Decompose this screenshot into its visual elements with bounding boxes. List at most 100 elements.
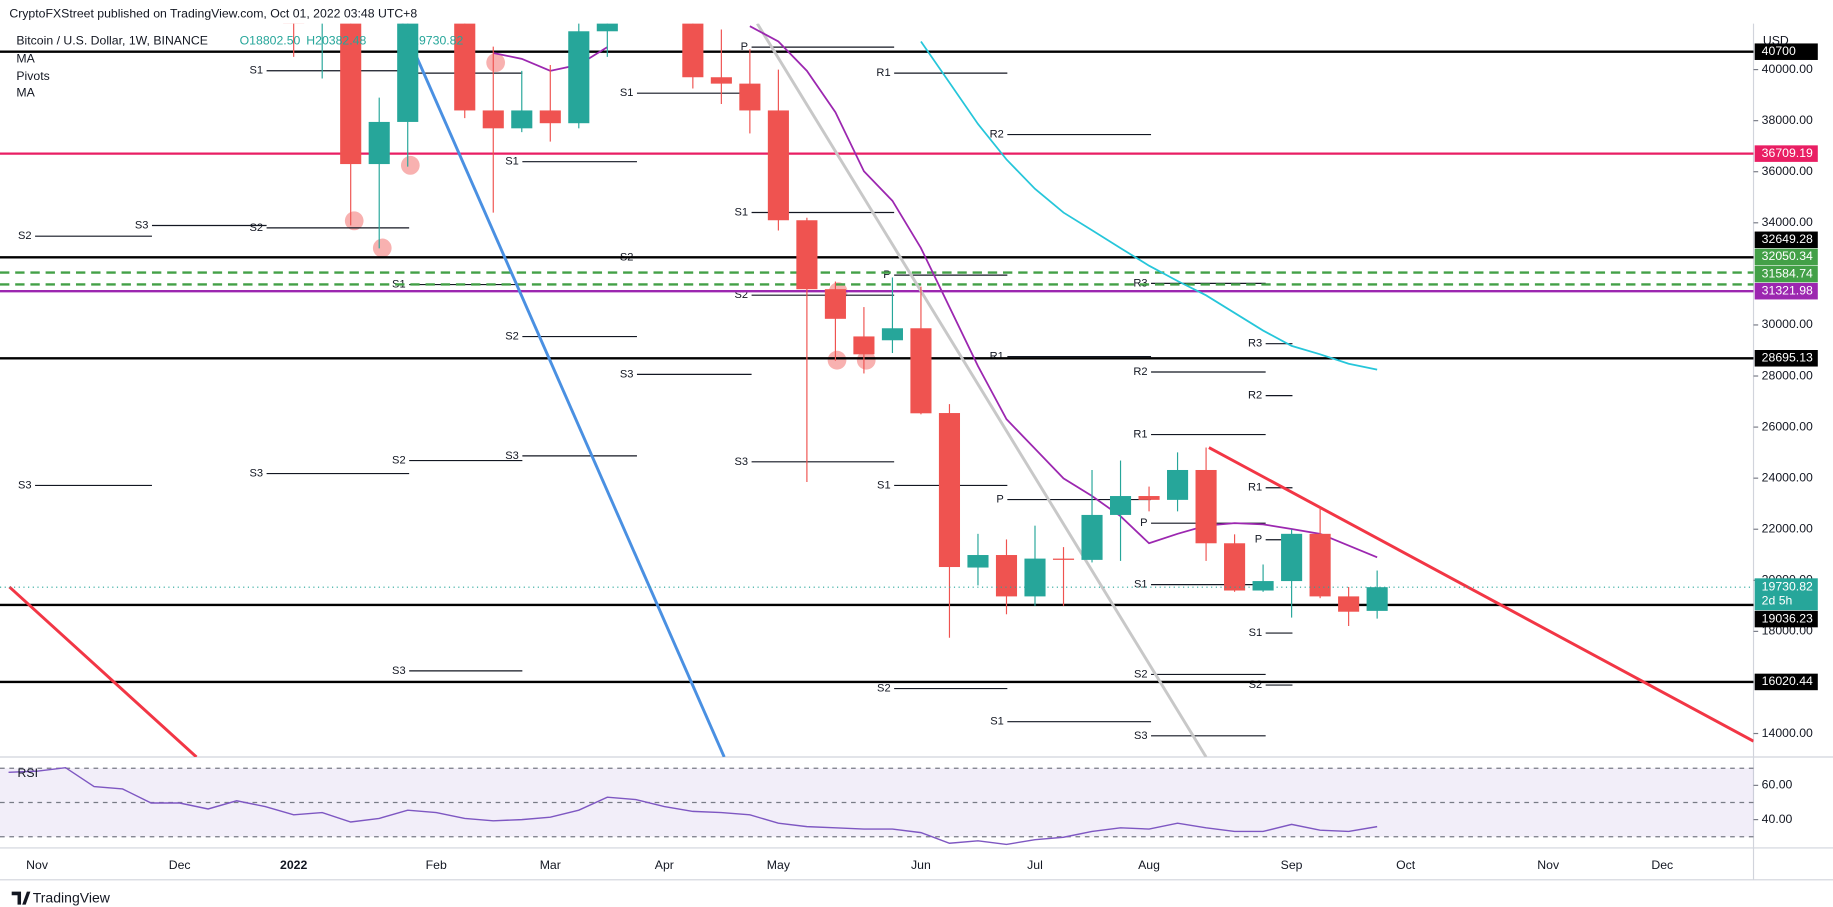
axes: 14000.0018000.0020000.0022000.0024000.00… xyxy=(26,43,1818,872)
candle-body xyxy=(1338,596,1360,612)
candle-body xyxy=(739,83,761,111)
pivot-label: S3 xyxy=(734,456,748,468)
y-tick-label: 38000.00 xyxy=(1762,113,1813,127)
pivot-label: S1 xyxy=(990,716,1004,728)
y-tick-label: 30000.00 xyxy=(1762,317,1813,331)
trendline xyxy=(1208,446,1754,743)
level-label: 31321.98 xyxy=(1762,283,1813,297)
pivot-label: S2 xyxy=(18,230,32,242)
y-tick-label: 36000.00 xyxy=(1762,164,1813,178)
rsi-line xyxy=(8,766,1378,846)
level-tag xyxy=(1754,349,1818,367)
candle-body xyxy=(710,77,732,84)
candle-body xyxy=(454,23,476,111)
candle-body xyxy=(824,289,846,319)
signal-dot xyxy=(344,211,364,231)
y-tick-label: 26000.00 xyxy=(1762,419,1813,433)
rsi-label: RSI xyxy=(18,766,38,780)
rsi-pane xyxy=(0,766,1754,846)
pivot-label: R1 xyxy=(1248,482,1262,494)
candle-body xyxy=(682,23,704,78)
ohlc-high: H20382.48 xyxy=(306,34,366,48)
pivot-label: S2 xyxy=(392,455,406,467)
pivot-label: S2 xyxy=(249,222,263,234)
pivot-label: S1 xyxy=(620,87,634,99)
signal-dot xyxy=(486,53,506,73)
currency-label: USD xyxy=(1763,34,1789,48)
countdown-label: 2d 5h xyxy=(1762,594,1793,608)
level-tag xyxy=(1754,282,1818,300)
pivot-label: S3 xyxy=(135,219,149,231)
level-tag xyxy=(1754,145,1818,162)
x-tick-label: 2022 xyxy=(280,858,307,872)
last-price-tag xyxy=(1754,578,1818,611)
ohlc-open: O18802.50 xyxy=(240,34,301,48)
level-tag xyxy=(1754,248,1818,266)
level-tag xyxy=(1754,231,1818,249)
logo-mark xyxy=(11,891,31,905)
level-label: 28695.13 xyxy=(1762,350,1813,364)
candle-body xyxy=(1167,469,1189,500)
x-tick-label: May xyxy=(767,858,791,872)
x-tick-label: Sep xyxy=(1281,858,1303,872)
candle-body xyxy=(1138,496,1160,500)
level-label: 31584.74 xyxy=(1762,266,1813,280)
pivot-label: P xyxy=(883,269,890,281)
signal-dot xyxy=(856,350,876,370)
x-tick-label: Dec xyxy=(169,858,191,872)
candle-body xyxy=(1252,581,1274,591)
publisher-note: CryptoFXStreet published on TradingView.… xyxy=(9,6,417,20)
candle-body xyxy=(995,555,1018,597)
candle-body xyxy=(1224,543,1246,591)
candle-body xyxy=(368,121,390,165)
candle-body xyxy=(1195,469,1217,544)
candle-body xyxy=(596,23,618,32)
level-tag xyxy=(1754,265,1818,283)
candle-body xyxy=(539,110,561,124)
signal-dot xyxy=(827,350,847,370)
pivot-label: S1 xyxy=(505,156,519,168)
level-tag xyxy=(1754,673,1818,691)
x-tick-label: Oct xyxy=(1396,858,1416,872)
pivot-label: P xyxy=(1140,517,1147,529)
price-pane: S2 S3 S3 S1 S2 S3 P S1 S2 S3 S1 S2 S3 S1 S2 S3 P S1 S2 S3 R1… xyxy=(0,23,1754,758)
x-tick-label: Jul xyxy=(1027,858,1043,872)
pivot-label: S2 xyxy=(877,683,891,695)
candle-body xyxy=(796,220,818,290)
pivot-label: R1 xyxy=(876,67,890,79)
pivot-label: R2 xyxy=(1133,366,1147,378)
level-label: 19036.23 xyxy=(1762,611,1813,625)
level-label: 16020.44 xyxy=(1762,674,1813,688)
candle-body xyxy=(1052,558,1075,560)
candle-body xyxy=(967,555,989,568)
trendline xyxy=(8,585,198,758)
last-price-label: 19730.82 xyxy=(1762,579,1813,593)
x-tick-label: Aug xyxy=(1138,858,1160,872)
level-tag xyxy=(1754,610,1818,628)
candle-body xyxy=(1081,514,1103,560)
moving-average xyxy=(920,40,1378,371)
pivot-label: S1 xyxy=(877,479,891,491)
candle-body xyxy=(910,328,932,414)
pivot-label: R3 xyxy=(1248,338,1262,350)
y-tick-label: 22000.00 xyxy=(1762,521,1813,535)
y-tick-label: 28000.00 xyxy=(1762,368,1813,382)
y-tick-label: 24000.00 xyxy=(1762,470,1813,484)
candle-body xyxy=(1024,558,1046,597)
candle-body xyxy=(1281,533,1303,582)
pivot-label: S1 xyxy=(249,65,263,77)
x-tick-label: Nov xyxy=(26,858,49,872)
pivot-label: S2 xyxy=(1134,668,1148,680)
candle-body xyxy=(1366,587,1388,611)
level-label: 32050.34 xyxy=(1762,249,1813,263)
candle-body xyxy=(1309,533,1331,597)
pivot-label: S3 xyxy=(620,368,634,380)
pivot-label: S1 xyxy=(1249,627,1263,639)
x-tick-label: Apr xyxy=(655,858,674,872)
pivot-label: P xyxy=(741,41,748,53)
x-tick-label: Mar xyxy=(540,858,561,872)
x-tick-label: Jun xyxy=(911,858,931,872)
pivot-label: R1 xyxy=(990,351,1004,363)
signal-dot xyxy=(400,155,420,175)
signal-dot xyxy=(372,238,392,258)
